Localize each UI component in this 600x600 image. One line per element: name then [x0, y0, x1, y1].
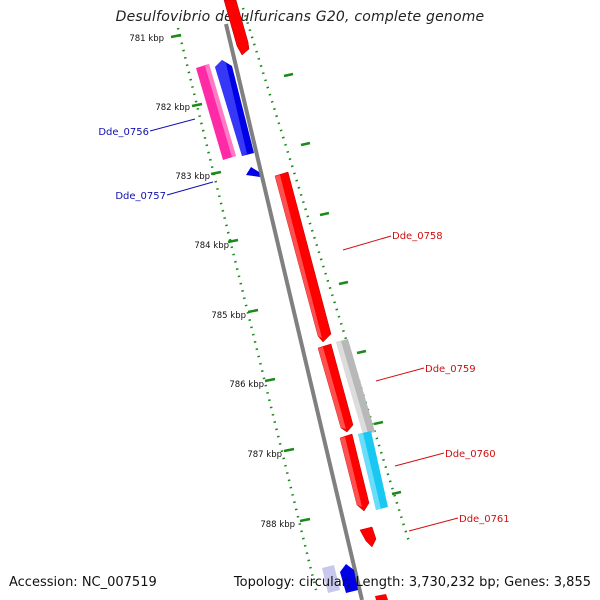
kbp-label-783: 783 kbp	[175, 172, 210, 182]
gene-feature-bottom-red[interactable]	[375, 594, 388, 600]
kbp-label-782: 782 kbp	[155, 103, 190, 113]
label-dde-0757[interactable]: Dde_0757	[115, 191, 166, 202]
label-dde-0758[interactable]: Dde_0758	[392, 231, 443, 242]
label-dde-0761[interactable]: Dde_0761	[459, 514, 510, 525]
gene-feature-bottom-blue[interactable]	[340, 564, 358, 593]
label-dde-0760[interactable]: Dde_0760	[445, 449, 496, 460]
leader-dde-0760	[394, 452, 445, 467]
genome-axis	[224, 23, 364, 600]
gene-feature-upstream[interactable]	[223, 0, 250, 56]
leader-dde-0761	[408, 517, 459, 532]
gene-dde-0757[interactable]	[246, 167, 260, 177]
gene-feature-bottom-lavender[interactable]	[322, 565, 340, 593]
genome-title: Desulfovibrio desulfuricans G20, complet…	[115, 9, 485, 25]
kbp-label-787: 787 kbp	[247, 450, 282, 460]
leader-dde-0758	[342, 235, 392, 251]
kbp-label-785: 785 kbp	[211, 311, 246, 321]
kbp-label-781: 781 kbp	[129, 34, 164, 44]
kbp-label-786: 786 kbp	[229, 380, 264, 390]
label-dde-0759[interactable]: Dde_0759	[425, 364, 476, 375]
right-tick-track	[241, 7, 412, 546]
kbp-label-788: 788 kbp	[260, 520, 295, 530]
leader-dde-0759	[375, 367, 425, 382]
major-ticks	[170, 33, 402, 523]
genome-summary: Topology: circular; Length: 3,730,232 bp…	[233, 575, 591, 590]
leader-dde-0756	[149, 118, 196, 132]
gene-dde-0761[interactable]	[359, 526, 377, 548]
label-dde-0756[interactable]: Dde_0756	[98, 127, 149, 138]
leader-dde-0757	[166, 181, 214, 196]
accession-label: Accession: NC_007519	[9, 575, 157, 590]
kbp-label-784: 784 kbp	[194, 241, 229, 251]
